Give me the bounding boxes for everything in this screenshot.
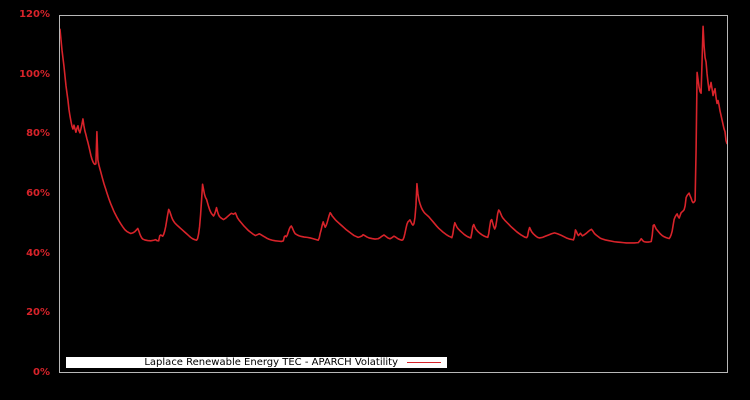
legend: Laplace Renewable Energy TEC - APARCH Vo… xyxy=(65,356,448,369)
y-tick-label: 40% xyxy=(26,247,50,259)
y-tick-label: 0% xyxy=(33,367,50,378)
y-tick-label: 60% xyxy=(26,188,50,199)
legend-label: Laplace Renewable Energy TEC - APARCH Vo… xyxy=(144,357,398,368)
legend-line-swatch xyxy=(407,361,441,364)
y-axis-tick-labels: 0% 20% 40% 60% 80% 100% 120% xyxy=(0,0,50,400)
volatility-line xyxy=(60,25,727,244)
y-tick-label: 20% xyxy=(26,307,50,319)
y-tick-label: 120% xyxy=(19,9,50,20)
y-tick-label: 100% xyxy=(19,68,50,80)
plot-area: Laplace Renewable Energy TEC - APARCH Vo… xyxy=(59,15,728,373)
volatility-line-chart xyxy=(60,25,727,244)
y-tick-label: 80% xyxy=(26,128,50,140)
